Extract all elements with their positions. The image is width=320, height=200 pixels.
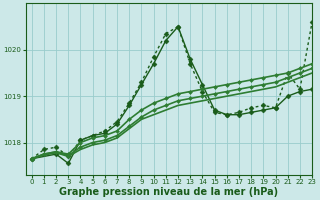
X-axis label: Graphe pression niveau de la mer (hPa): Graphe pression niveau de la mer (hPa): [59, 187, 278, 197]
